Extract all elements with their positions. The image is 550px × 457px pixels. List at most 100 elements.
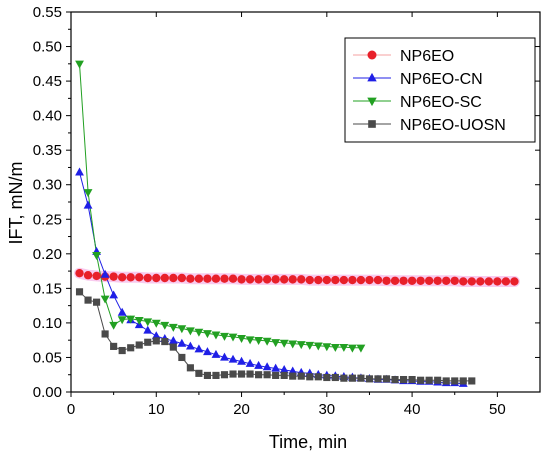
data-point: [220, 332, 229, 341]
data-point: [357, 374, 365, 382]
data-point: [220, 352, 229, 361]
data-point: [186, 274, 195, 283]
legend-marker: [367, 72, 377, 82]
y-tick-label: 0.35: [33, 142, 62, 159]
data-point: [459, 377, 467, 385]
data-point: [178, 353, 186, 362]
data-point: [390, 276, 400, 285]
y-axis-label: IFT, mN/m: [6, 162, 26, 245]
data-point: [109, 272, 118, 281]
data-point: [416, 276, 425, 285]
data-point: [228, 354, 238, 363]
data-point: [442, 377, 450, 385]
data-point: [365, 275, 374, 285]
data-point: [83, 200, 93, 209]
data-point: [297, 275, 306, 284]
data-point: [195, 369, 203, 377]
data-point: [255, 371, 263, 379]
data-point: [75, 268, 84, 278]
data-point: [330, 343, 340, 352]
data-point: [194, 328, 204, 337]
data-point: [280, 371, 288, 379]
data-point: [220, 274, 229, 283]
data-point: [160, 273, 169, 283]
data-point: [152, 273, 161, 283]
data-point: [169, 273, 178, 283]
data-point: [185, 327, 195, 336]
data-point: [314, 373, 322, 381]
x-tick-label: 40: [404, 401, 421, 418]
data-point: [442, 276, 451, 285]
data-point: [203, 347, 212, 356]
data-point: [279, 365, 289, 374]
data-point: [501, 277, 511, 286]
data-point: [177, 338, 187, 347]
x-tick-label: 30: [318, 401, 335, 418]
data-point: [229, 370, 237, 378]
data-point: [484, 277, 494, 286]
data-point: [75, 60, 84, 69]
data-point: [118, 346, 126, 355]
legend-label: NP6EO-UOSN: [400, 117, 506, 134]
data-point: [211, 349, 221, 358]
data-point: [434, 376, 442, 384]
y-tick-label: 0.20: [33, 246, 62, 263]
data-point: [168, 323, 178, 332]
data-point: [237, 334, 246, 343]
data-point: [450, 276, 459, 285]
data-point: [417, 376, 425, 384]
data-point: [468, 377, 476, 385]
data-point: [306, 373, 314, 381]
data-point: [203, 371, 212, 379]
data-point: [245, 336, 255, 345]
data-point: [135, 341, 143, 349]
data-point: [365, 375, 374, 383]
data-point: [211, 274, 221, 283]
series-line: [79, 172, 464, 385]
data-point: [151, 319, 161, 328]
data-point: [288, 275, 297, 284]
data-point: [313, 342, 323, 351]
data-point: [100, 269, 110, 278]
data-point: [347, 344, 357, 353]
data-point: [203, 330, 212, 339]
y-tick-label: 0.40: [33, 108, 62, 125]
series-line: [79, 272, 515, 282]
x-tick-label: 20: [233, 401, 250, 418]
data-point: [117, 273, 127, 282]
y-tick-label: 0.45: [33, 73, 62, 90]
y-tick-label: 0.05: [33, 349, 62, 366]
data-point: [143, 273, 152, 283]
data-point: [75, 167, 84, 176]
data-point: [83, 189, 93, 198]
legend-marker: [368, 120, 376, 128]
data-point: [340, 374, 348, 382]
data-point: [399, 276, 408, 285]
data-point: [228, 333, 238, 342]
x-tick-label: 10: [148, 401, 165, 418]
data-point: [433, 276, 442, 285]
data-point: [323, 373, 331, 382]
y-tick-label: 0.55: [33, 4, 62, 21]
data-point: [297, 372, 305, 380]
legend-label: NP6EO: [400, 48, 454, 65]
data-point: [246, 370, 254, 378]
data-point: [168, 336, 178, 345]
data-point: [151, 331, 161, 340]
y-tick-label: 0.15: [33, 280, 62, 297]
data-point: [152, 337, 160, 345]
data-point: [331, 275, 340, 285]
data-point: [254, 337, 264, 346]
data-point: [493, 277, 502, 286]
data-point: [305, 341, 315, 350]
data-point: [339, 275, 349, 285]
data-point: [382, 375, 391, 383]
data-point: [117, 307, 127, 316]
data-point: [356, 275, 366, 285]
data-point: [212, 371, 220, 379]
y-tick-label: 0.00: [33, 384, 62, 401]
data-point: [144, 338, 152, 346]
data-point: [322, 343, 332, 352]
data-point: [305, 275, 314, 285]
x-tick-label: 50: [489, 401, 506, 418]
